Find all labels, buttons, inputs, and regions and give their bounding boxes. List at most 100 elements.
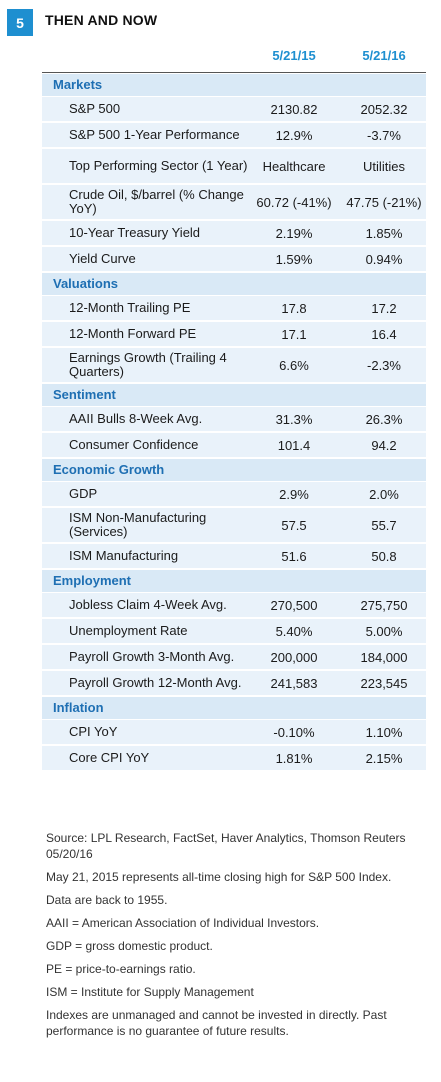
value-2016: 184,000 (360, 649, 408, 665)
value-2015: 200,000 (270, 649, 318, 665)
footnote: AAII = American Association of Individua… (46, 916, 320, 930)
value-2016: 47.75 (-21%) (346, 194, 422, 210)
footnotes: Source: LPL Research, FactSet, Haver Ana… (46, 830, 426, 1046)
row-label: S&P 500 (69, 101, 121, 116)
value-2016: Utilities (363, 158, 405, 174)
value-2015: 31.3% (275, 411, 313, 427)
footnote: May 21, 2015 represents all-time closing… (46, 870, 392, 884)
value-2015: 60.72 (-41%) (256, 194, 332, 210)
value-2016: -2.3% (367, 357, 401, 373)
value-2015: 2.9% (279, 486, 309, 502)
table-row: 12-Month Trailing PE 17.8 17.2 (42, 296, 426, 322)
row-label: Payroll Growth 12-Month Avg. (69, 675, 242, 690)
value-2016: 223,545 (360, 675, 408, 691)
value-2016: 50.8 (371, 548, 397, 564)
row-label: Unemployment Rate (69, 623, 188, 638)
table-row: CPI YoY -0.10% 1.10% (42, 720, 426, 746)
value-2015: 5.40% (275, 623, 313, 639)
value-2016: 1.10% (365, 724, 403, 740)
value-2016: 16.4 (371, 326, 397, 342)
row-label: CPI YoY (69, 724, 118, 739)
column-headers: 5/21/15 5/21/16 (42, 48, 426, 70)
table-row: Unemployment Rate 5.40% 5.00% (42, 619, 426, 645)
row-label: 12-Month Forward PE (69, 326, 197, 341)
table-row: Crude Oil, $/barrel (% Change YoY) 60.72 … (42, 185, 426, 221)
value-2016: 55.7 (371, 517, 397, 533)
section-header: Employment (42, 570, 426, 593)
value-2015: 17.8 (281, 300, 307, 316)
section-header: Markets (42, 74, 426, 97)
value-2016: 26.3% (365, 411, 403, 427)
row-label: Core CPI YoY (69, 750, 150, 765)
table-row: Jobless Claim 4-Week Avg. 270,500 275,750 (42, 593, 426, 619)
table-row: ISM Non-Manufacturing (Services) 57.5 55.7 (42, 508, 426, 544)
value-2015: 51.6 (281, 548, 307, 564)
value-2015: 2130.82 (270, 101, 318, 117)
table-row: Payroll Growth 12-Month Avg. 241,583 223,5… (42, 671, 426, 697)
table-row: 10-Year Treasury Yield 2.19% 1.85% (42, 221, 426, 247)
figure-title: THEN AND NOW (45, 12, 158, 28)
table-row: S&P 500 2130.82 2052.32 (42, 97, 426, 123)
row-label: Yield Curve (69, 251, 136, 266)
value-2015: 101.4 (277, 437, 311, 453)
value-2016: 275,750 (360, 597, 408, 613)
value-2015: 6.6% (279, 357, 309, 373)
comparison-table: Markets S&P 500 2130.82 2052.32 S&P 500 1-Ye… (42, 74, 426, 772)
table-row: Yield Curve 1.59% 0.94% (42, 247, 426, 273)
section-header: Sentiment (42, 384, 426, 407)
value-2015: 57.5 (281, 517, 307, 533)
table-row: Core CPI YoY 1.81% 2.15% (42, 746, 426, 772)
header-divider (42, 72, 426, 73)
table-row: 12-Month Forward PE 17.1 16.4 (42, 322, 426, 348)
value-2016: 2.0% (369, 486, 399, 502)
table-row: ISM Manufacturing 51.6 50.8 (42, 544, 426, 570)
row-label: Earnings Growth (Trailing 4 Quarters) (69, 350, 227, 379)
row-label: 10-Year Treasury Yield (69, 225, 201, 240)
row-label: Jobless Claim 4-Week Avg. (69, 597, 227, 612)
row-label: GDP (69, 486, 98, 501)
value-2016: 1.85% (365, 225, 403, 241)
value-2016: 5.00% (365, 623, 403, 639)
figure-number-badge: 5 (7, 9, 33, 36)
table-row: Payroll Growth 3-Month Avg. 200,000 184,00… (42, 645, 426, 671)
row-label: 12-Month Trailing PE (69, 300, 191, 315)
value-2015: 1.59% (275, 251, 313, 267)
row-label: Crude Oil, $/barrel (% Change YoY) (69, 187, 244, 216)
table-row: Earnings Growth (Trailing 4 Quarters) 6.6… (42, 348, 426, 384)
value-2015: 1.81% (275, 750, 313, 766)
footnote: Data are back to 1955. (46, 893, 168, 907)
value-2016: 17.2 (371, 300, 397, 316)
value-2016: 0.94% (365, 251, 403, 267)
row-label: AAII Bulls 8-Week Avg. (69, 411, 203, 426)
value-2015: 270,500 (270, 597, 318, 613)
column-header-2015: 5/21/15 (272, 48, 316, 63)
column-header-2016: 5/21/16 (362, 48, 406, 63)
value-2015: 2.19% (275, 225, 313, 241)
footnote: GDP = gross domestic product. (46, 939, 213, 953)
row-label: S&P 500 1-Year Performance (69, 127, 240, 142)
row-label: Consumer Confidence (69, 437, 199, 452)
row-label: Payroll Growth 3-Month Avg. (69, 649, 235, 664)
row-label: ISM Manufacturing (69, 548, 179, 563)
section-header: Economic Growth (42, 459, 426, 482)
table-row: GDP 2.9% 2.0% (42, 482, 426, 508)
table-row: S&P 500 1-Year Performance 12.9% -3.7% (42, 123, 426, 149)
value-2016: 2052.32 (360, 101, 408, 117)
value-2015: 17.1 (281, 326, 307, 342)
row-label: ISM Non-Manufacturing (Services) (69, 510, 207, 539)
section-header: Inflation (42, 697, 426, 720)
section-header: Valuations (42, 273, 426, 296)
table-row: Consumer Confidence 101.4 94.2 (42, 433, 426, 459)
row-label: Top Performing Sector (1 Year) (69, 158, 248, 173)
footnote: ISM = Institute for Supply Management (46, 985, 254, 999)
footnote: Indexes are unmanaged and cannot be inve… (46, 1008, 387, 1038)
value-2016: 2.15% (365, 750, 403, 766)
footnote: Source: LPL Research, FactSet, Haver Ana… (46, 831, 406, 861)
value-2016: -3.7% (367, 127, 401, 143)
table-row: Top Performing Sector (1 Year) Healthcare… (42, 149, 426, 185)
figure-header: 5 THEN AND NOW (0, 0, 441, 50)
value-2015: 241,583 (270, 675, 318, 691)
value-2015: 12.9% (275, 127, 313, 143)
value-2016: 94.2 (371, 437, 397, 453)
value-2015: -0.10% (273, 724, 315, 740)
